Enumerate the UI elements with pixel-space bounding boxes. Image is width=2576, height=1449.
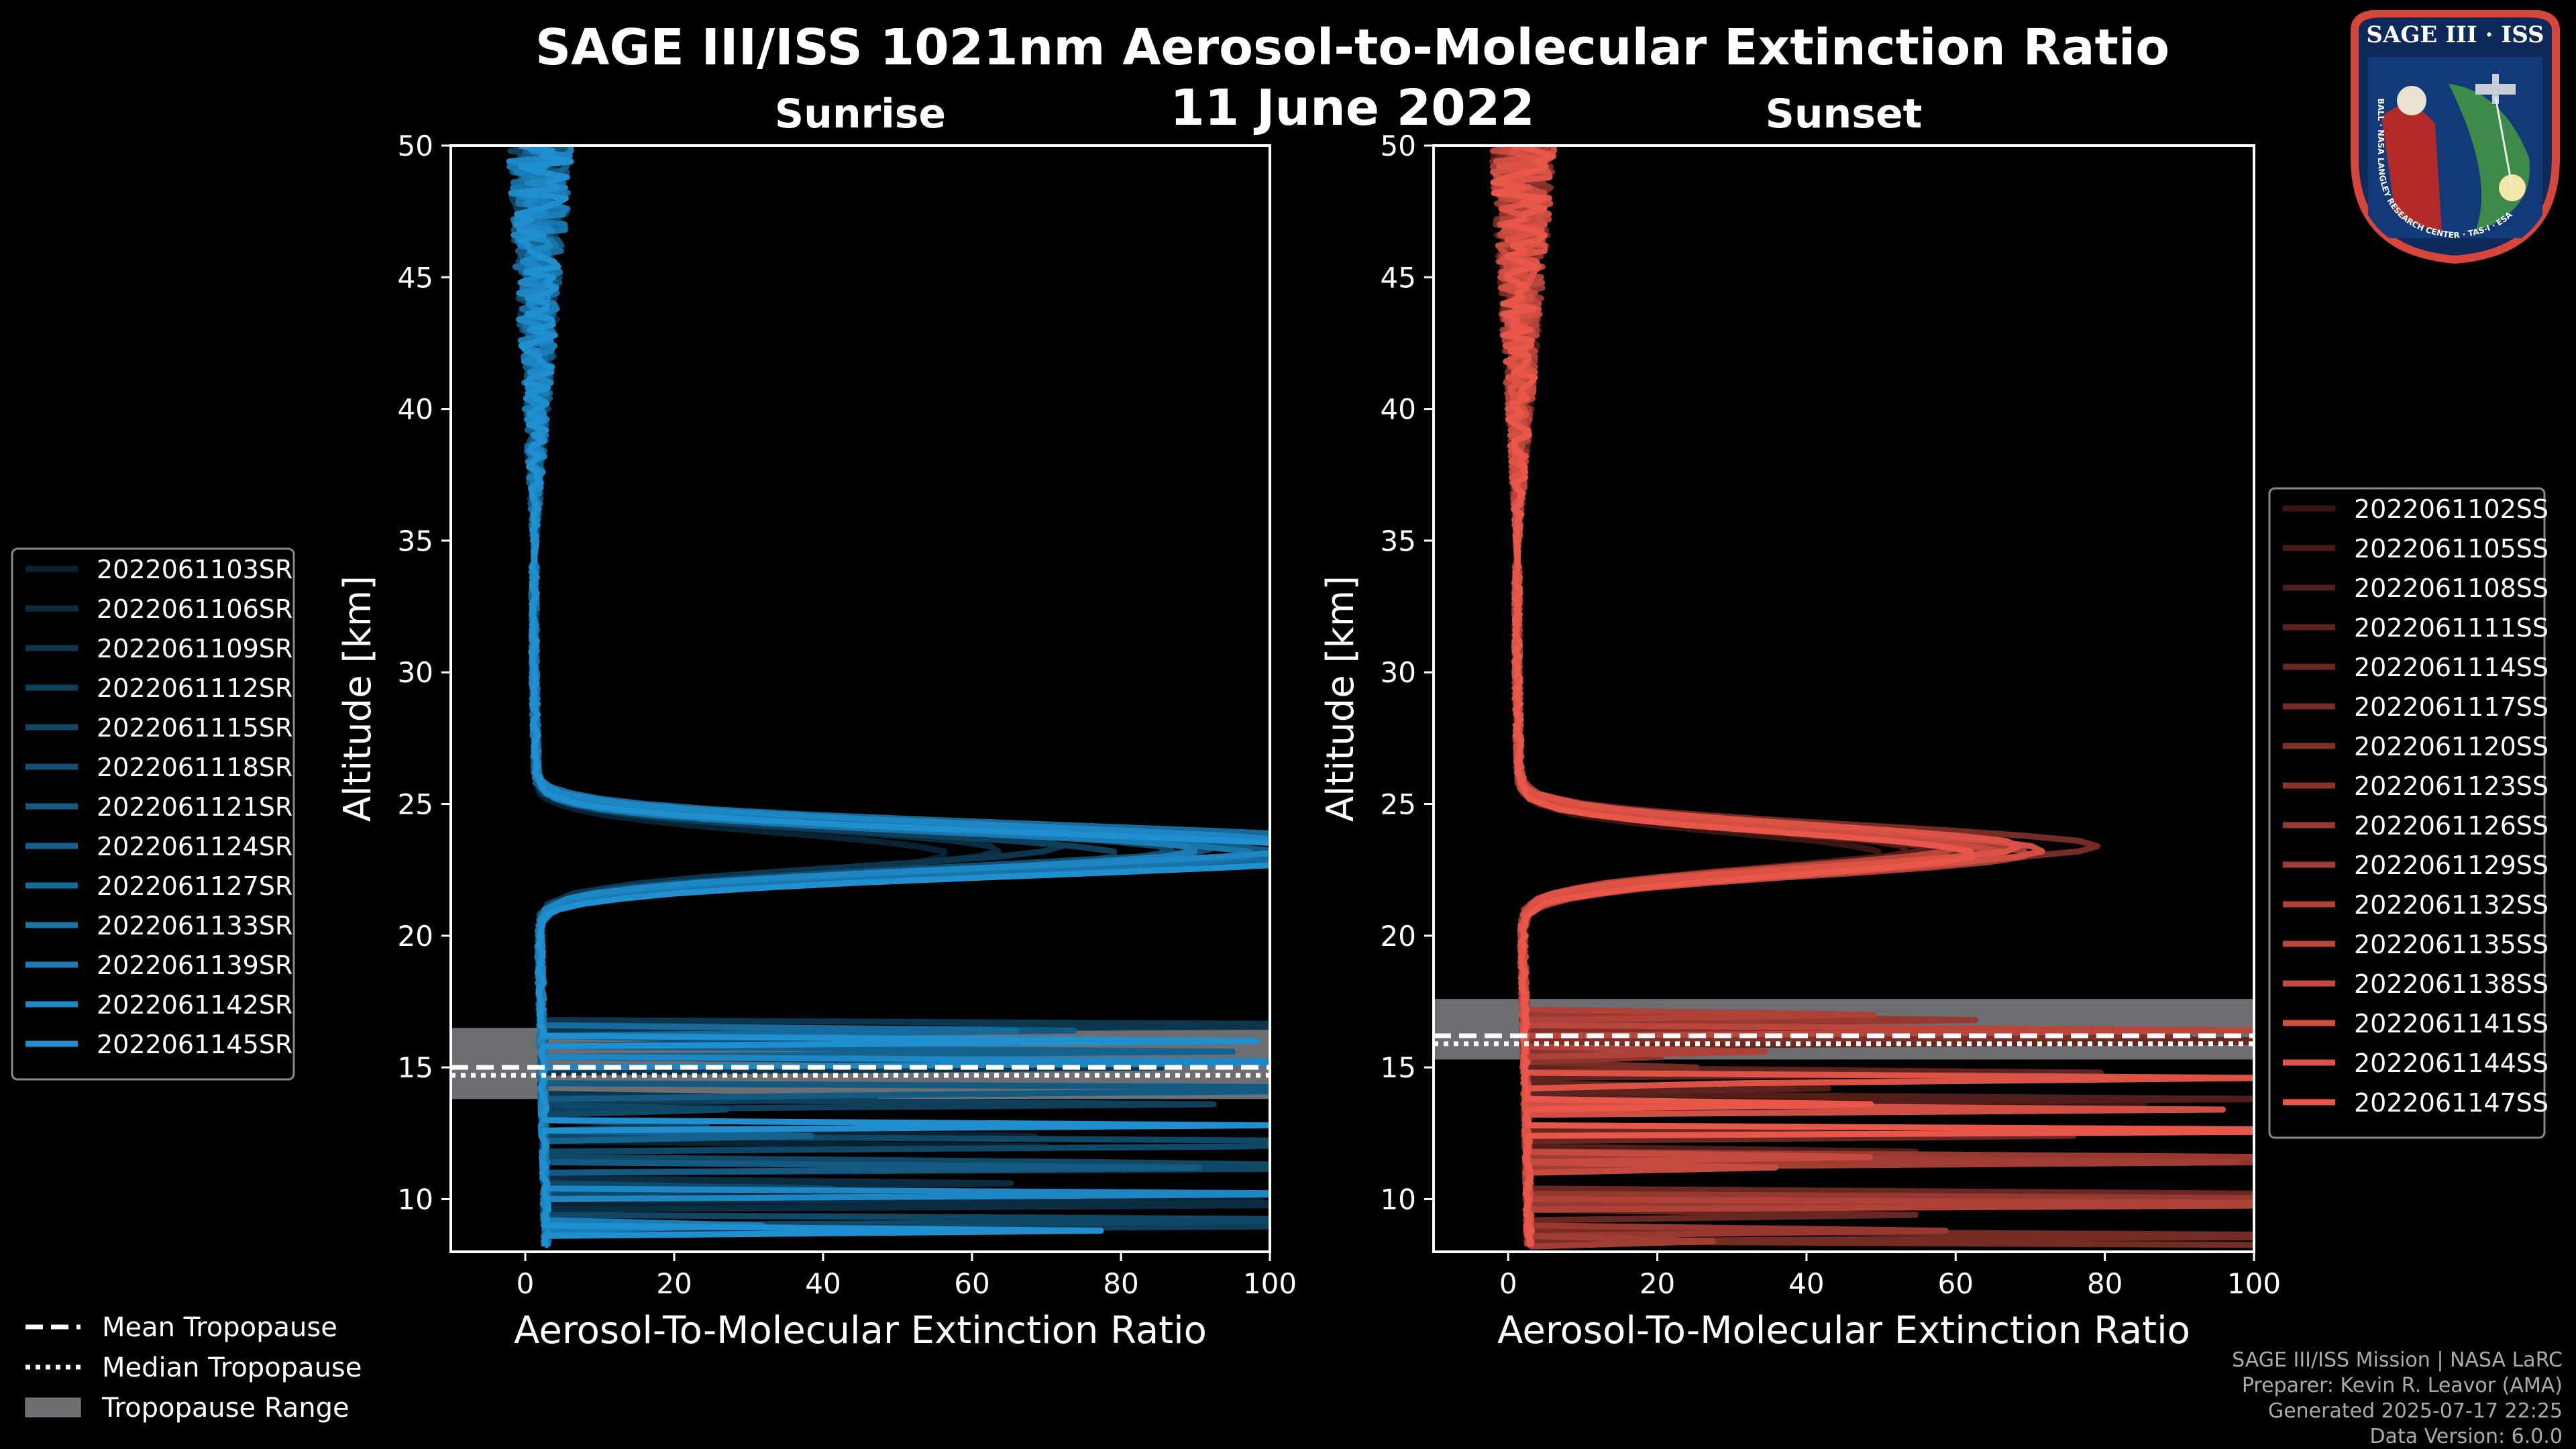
footer-line-3: Generated 2025-07-17 22:25: [2268, 1399, 2563, 1423]
footer-line-4: Data Version: 6.0.0: [2370, 1425, 2563, 1448]
x-tick-label: 60: [954, 1267, 989, 1300]
legend-entry: 2022061132SS: [2354, 890, 2548, 920]
y-tick-label: 45: [1381, 261, 1416, 294]
footer-line-1: SAGE III/ISS Mission | NASA LaRC: [2232, 1348, 2563, 1372]
legend-entry: 2022061108SS: [2354, 574, 2548, 603]
x-tick-label: 100: [1243, 1267, 1297, 1300]
y-tick-label: 10: [1381, 1183, 1416, 1216]
legend-entry: 2022061111SS: [2354, 613, 2548, 643]
legend-entry: 2022061105SS: [2354, 534, 2548, 564]
panel-title: Sunrise: [775, 91, 946, 138]
legend-entry: 2022061141SS: [2354, 1009, 2548, 1038]
legend-entry: 2022061109SR: [97, 634, 292, 663]
legend-entry: 2022061118SR: [97, 753, 292, 782]
legend-entry: 2022061135SS: [2354, 930, 2548, 959]
legend-entry: 2022061106SR: [97, 594, 292, 624]
legend-entry: 2022061126SS: [2354, 811, 2548, 841]
legend-entry: 2022061117SS: [2354, 692, 2548, 722]
x-tick-label: 60: [1938, 1267, 1974, 1300]
legend-entry: 2022061123SS: [2354, 771, 2548, 801]
y-tick-label: 35: [1381, 525, 1416, 557]
legend-entry: 2022061138SS: [2354, 969, 2548, 999]
x-tick-label: 20: [1640, 1267, 1675, 1300]
legend-entry: 2022061124SR: [97, 832, 292, 861]
chart-subtitle: 11 June 2022: [1170, 79, 1535, 137]
legend-entry: 2022061114SS: [2354, 653, 2548, 682]
legend-entry: 2022061144SS: [2354, 1049, 2548, 1078]
y-tick-label: 40: [398, 393, 433, 426]
tropopause-legend-entry: Median Tropopause: [102, 1352, 362, 1383]
x-tick-label: 80: [2087, 1267, 2123, 1300]
legend-sunrise: 2022061103SR 2022061106SR 2022061109SR 2022…: [11, 547, 295, 1081]
y-tick-label: 25: [1381, 788, 1416, 821]
footer-line-2: Preparer: Kevin R. Leavor (AMA): [2242, 1374, 2563, 1397]
panel-title: Sunset: [1766, 91, 1923, 138]
profile-line-2022061147SS: [1490, 146, 2254, 1248]
y-tick-label: 20: [398, 920, 433, 953]
y-tick-label: 50: [1381, 129, 1416, 162]
y-tick-label: 30: [398, 656, 433, 689]
logo-text-top: SAGE III · ISS: [2366, 21, 2544, 48]
legend-entry: 2022061102SS: [2354, 494, 2548, 524]
x-tick-label: 100: [2227, 1267, 2281, 1300]
legend-entry: 2022061145SR: [97, 1030, 292, 1059]
tropopause-legend-entry: Mean Tropopause: [102, 1312, 337, 1343]
x-tick-label: 20: [656, 1267, 692, 1300]
tropopause-legend-entry: Tropopause Range: [101, 1393, 350, 1424]
x-tick-label: 40: [805, 1267, 841, 1300]
legend-entry: 2022061139SR: [97, 951, 292, 980]
y-tick-label: 15: [1381, 1051, 1416, 1084]
y-tick-label: 40: [1381, 393, 1416, 426]
x-axis-label: Aerosol-To-Molecular Extinction Ratio: [1497, 1309, 2190, 1352]
profile-line-2022061144SS: [1493, 146, 2254, 1248]
y-tick-label: 45: [398, 261, 433, 294]
legend-entry: 2022061133SR: [97, 911, 292, 941]
chart-title: SAGE III/ISS 1021nm Aerosol-to-Molecular…: [535, 19, 2169, 76]
x-tick-label: 40: [1788, 1267, 1824, 1300]
legend-sunset: 2022061102SS 2022061105SS 2022061108SS 2022…: [2268, 487, 2548, 1139]
y-tick-label: 10: [398, 1183, 433, 1216]
legend-entry: 2022061120SS: [2354, 732, 2548, 761]
y-axis-label: Altitude [km]: [336, 576, 380, 822]
x-tick-label: 0: [517, 1267, 535, 1300]
mission-patch-logo: SAGE III · ISS BALL · NASA LANGLEY RESEA…: [2351, 10, 2560, 264]
panel-sunrise: 0 20 40 60 80 100 10 15 20 25 30 35 40 45 50 Aerosol-To…: [336, 91, 1297, 1352]
y-tick-label: 50: [398, 129, 433, 162]
x-axis-label: Aerosol-To-Molecular Extinction Ratio: [514, 1309, 1207, 1352]
x-tick-label: 0: [1499, 1267, 1517, 1300]
axes-frame: [1432, 144, 2255, 1253]
legend-entry: 2022061115SR: [97, 713, 292, 743]
legend-range-swatch: [25, 1397, 81, 1417]
profile-line-2022061145SR: [514, 146, 1270, 1247]
axes-frame: [449, 144, 1271, 1253]
legend-entry: 2022061127SR: [97, 871, 292, 901]
y-tick-label: 20: [1381, 920, 1416, 953]
legend-entry: 2022061103SR: [97, 555, 292, 584]
x-tick-label: 80: [1103, 1267, 1138, 1300]
legend-entry: 2022061121SR: [97, 792, 292, 822]
legend-entry: 2022061142SR: [97, 990, 292, 1020]
y-tick-label: 15: [398, 1051, 433, 1084]
y-tick-label: 30: [1381, 656, 1416, 689]
y-axis-label: Altitude [km]: [1319, 576, 1362, 822]
legend-entry: 2022061147SS: [2354, 1088, 2548, 1118]
legend-entry: 2022061112SR: [97, 674, 292, 703]
y-tick-label: 35: [398, 525, 433, 557]
panel-sunset: 0 20 40 60 80 100 10 15 20 25 30 35 40 45 50 Aerosol-To…: [1319, 91, 2281, 1352]
legend-entry: 2022061129SS: [2354, 851, 2548, 880]
y-tick-label: 25: [398, 788, 433, 821]
